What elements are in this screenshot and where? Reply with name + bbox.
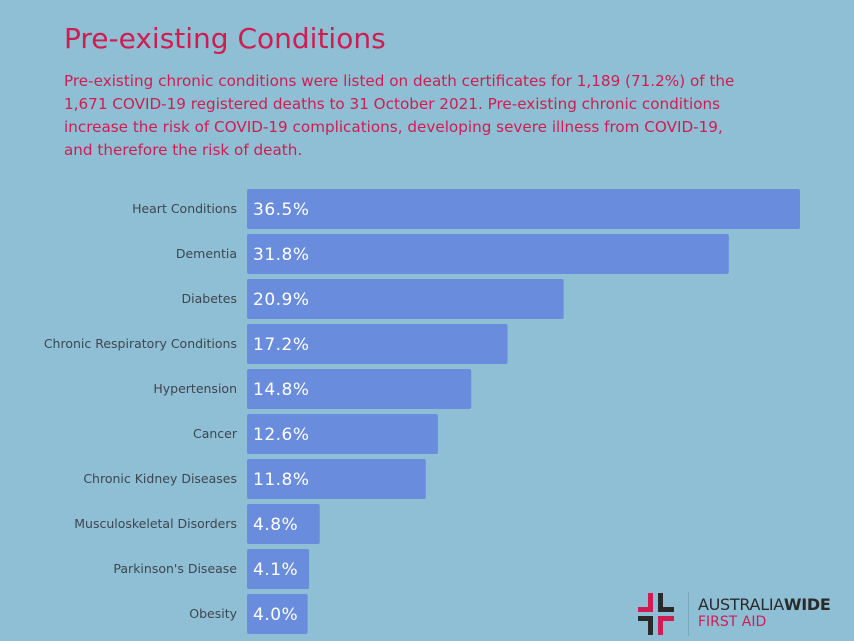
category-label: Chronic Respiratory Conditions [44,336,237,351]
bar [247,279,564,319]
category-label: Dementia [176,246,237,261]
bar [247,234,729,274]
logo-line2: FIRST AID [698,614,767,630]
logo-line1: AUSTRALIAWIDE [698,595,831,614]
bar [247,594,308,634]
bar [247,324,508,364]
page-subtitle: Pre-existing chronic conditions were lis… [64,72,735,159]
category-label: Chronic Kidney Diseases [83,471,237,486]
bar [247,549,310,589]
data-label: 4.1% [253,560,298,580]
data-label: 17.2% [253,335,310,355]
category-label: Heart Conditions [132,201,237,216]
page-title: Pre-existing Conditions [64,22,386,55]
bar [247,414,438,454]
category-label: Cancer [193,426,238,441]
data-label: 4.8% [253,515,298,535]
bar [247,504,320,544]
bar [247,369,472,409]
data-label: 4.0% [253,605,298,625]
data-label: 31.8% [253,245,310,265]
cross-logo-icon [638,593,674,635]
category-label: Musculoskeletal Disorders [74,516,237,531]
australia-wide-first-aid-logo: AUSTRALIAWIDE FIRST AID [634,590,849,638]
data-label: 36.5% [253,200,310,220]
category-label: Parkinson's Disease [113,561,237,576]
data-label: 14.8% [253,380,310,400]
category-label: Hypertension [153,381,237,396]
category-label: Diabetes [182,291,238,306]
category-label: Obesity [189,606,237,621]
bar [247,189,800,229]
data-label: 11.8% [253,470,310,490]
data-label: 12.6% [253,425,310,445]
data-label: 20.9% [253,290,310,310]
bar [247,459,426,499]
